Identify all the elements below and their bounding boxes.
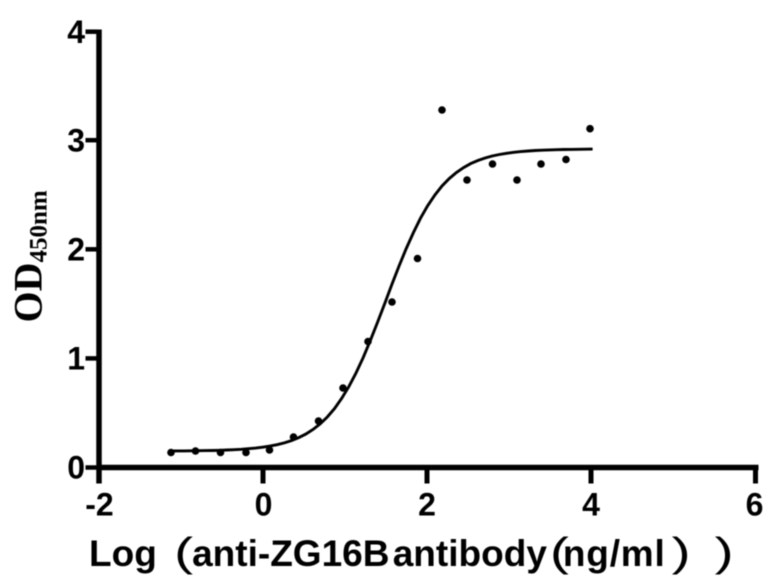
svg-text:0: 0 [255,487,273,523]
svg-text:3: 3 [67,122,85,158]
svg-text:Log (anti-ZG16B antibody(ng/ml: Log (anti-ZG16B antibody(ng/ml)) [89,529,734,575]
svg-text:2: 2 [418,487,436,523]
svg-text:4: 4 [67,14,85,50]
svg-text:0: 0 [67,450,85,486]
svg-text:4: 4 [582,487,600,523]
svg-text:1: 1 [67,341,85,377]
svg-text:-2: -2 [85,487,113,523]
svg-text:2: 2 [67,231,85,267]
svg-text:6: 6 [746,487,764,523]
